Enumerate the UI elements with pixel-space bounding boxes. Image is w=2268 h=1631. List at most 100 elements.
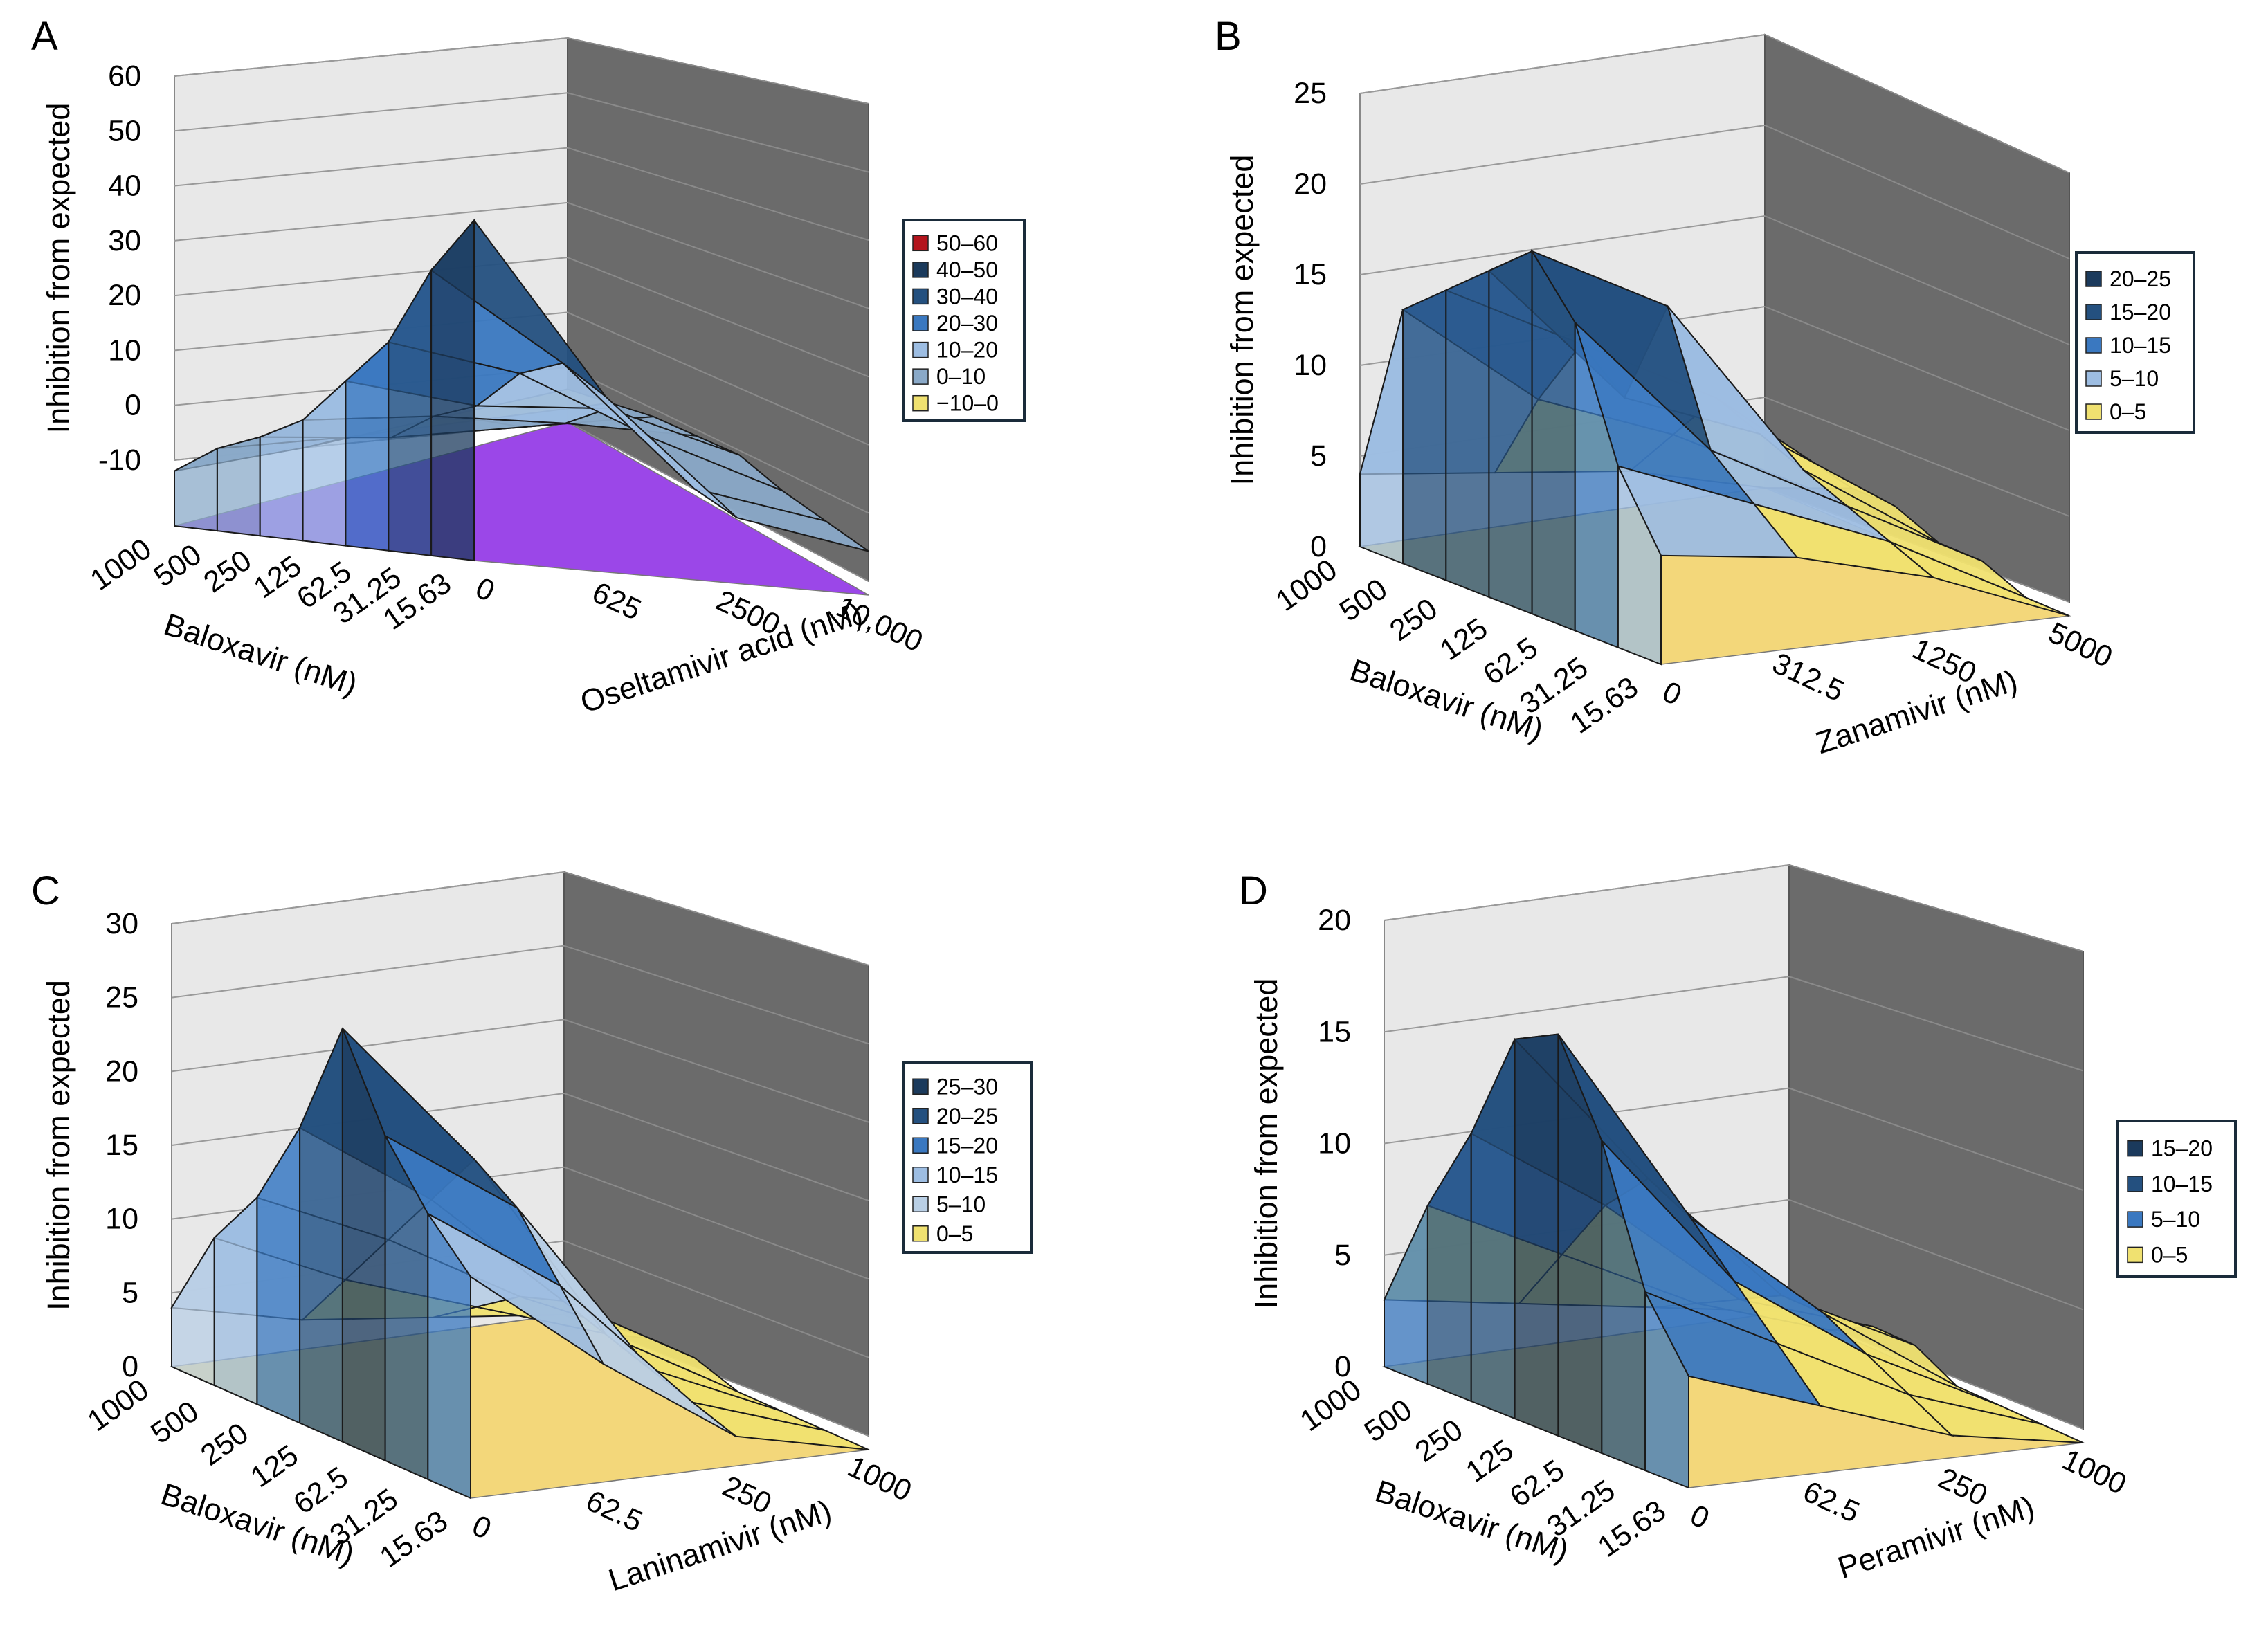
z-tick-label: 1000 (842, 1450, 916, 1508)
gridline (1788, 976, 2084, 1072)
y-axis-title: Inhibition from expected (41, 980, 76, 1311)
legend-label: 20–30 (936, 311, 998, 336)
gridline (171, 1019, 565, 1073)
legend-swatch (912, 1108, 929, 1124)
gridline (1764, 306, 2070, 431)
y-tick-label: 10 (105, 1203, 138, 1236)
y-tick-label: 40 (108, 170, 141, 203)
legend-label: 40–50 (936, 257, 998, 282)
legend-label: 20–25 (936, 1104, 998, 1129)
surface-front-facet (259, 419, 304, 542)
panel-letter: B (1215, 14, 1242, 59)
legend-swatch (2127, 1140, 2143, 1157)
y-tick-label: 10 (1318, 1127, 1351, 1160)
gridline (1788, 1199, 2084, 1311)
x-tick-label: 250 (194, 1416, 254, 1472)
gridline (1359, 215, 1766, 275)
panel-letter: D (1239, 868, 1268, 913)
x-tick-label: 125 (244, 1439, 304, 1494)
surface-front-facet (1617, 466, 1662, 666)
gridline (174, 37, 568, 77)
y-tick-label: 5 (1334, 1239, 1351, 1272)
legend-swatch (2085, 370, 2102, 387)
gridline (563, 1019, 869, 1123)
y-tick-label: 15 (1294, 258, 1327, 291)
legend-label: 30–40 (936, 284, 998, 309)
surface-front-facet (1445, 269, 1490, 599)
z-tick-label: 5000 (2043, 616, 2117, 674)
y-tick-label: 10 (108, 334, 141, 367)
panel-a: A-100102030405060100050025012562.531.251… (31, 14, 1026, 720)
legend-label: 20–25 (2110, 266, 2171, 291)
legend-swatch (2085, 403, 2102, 420)
legend-label: 10–15 (2151, 1172, 2213, 1196)
legend-label: 0–5 (2110, 399, 2146, 424)
legend-label: 15–20 (2151, 1136, 2213, 1161)
legend-swatch (2085, 271, 2102, 287)
y-axis-title: Inhibition from expected (1224, 155, 1260, 486)
gridline (174, 147, 568, 187)
legend-label: 10–20 (936, 338, 998, 363)
legend-label: −10–0 (936, 391, 999, 416)
z-axis-title: Peramivir (nM) (1833, 1488, 2038, 1585)
gridline (1764, 397, 2070, 517)
z-tick-label: 62.5 (1798, 1475, 1865, 1529)
y-tick-label: 15 (1318, 1015, 1351, 1048)
gridline (174, 92, 568, 132)
legend-label: 5–10 (2110, 366, 2159, 391)
y-tick-label: 60 (108, 60, 141, 93)
z-tick-label: 312.5 (1768, 646, 1849, 708)
legend-swatch (912, 288, 929, 305)
gridline (1384, 864, 1790, 921)
gridline (567, 201, 869, 309)
surface-front-facet (1488, 250, 1533, 615)
legend-label: 15–20 (936, 1133, 998, 1158)
z-tick-label: 0 (1658, 675, 1687, 713)
gridline (563, 1093, 869, 1201)
surface-front-facet (430, 218, 475, 562)
gridline (567, 147, 869, 242)
y-tick-label: 30 (105, 907, 138, 940)
legend-label: 0–5 (936, 1221, 973, 1246)
x-tick-label: 250 (1409, 1413, 1469, 1468)
y-tick-label: 0 (122, 1350, 138, 1383)
legend-swatch (2127, 1246, 2143, 1264)
gridline (1764, 34, 2070, 174)
y-tick-label: 20 (1294, 167, 1327, 201)
legend-swatch (2085, 337, 2102, 354)
legend-swatch (912, 262, 929, 278)
y-tick-label: 20 (108, 279, 141, 312)
legend-swatch (2085, 304, 2102, 320)
legend-swatch (912, 1167, 929, 1183)
panel-letter: A (31, 14, 58, 59)
x-tick-label: 500 (148, 538, 208, 593)
y-tick-label: 10 (1294, 349, 1327, 382)
z-tick-label: 1000 (2057, 1443, 2131, 1501)
surface-front-facet (216, 436, 261, 537)
x-tick-label: 1000 (82, 1373, 155, 1438)
legend-label: 50–60 (936, 230, 998, 255)
gridline (563, 871, 869, 966)
z-tick-label: 625 (587, 576, 646, 627)
y-tick-label: 5 (1310, 439, 1327, 473)
surface-front-facet (427, 1211, 471, 1500)
gridline (1359, 125, 1766, 185)
gridline (1384, 976, 1790, 1033)
x-tick-label: 500 (1359, 1393, 1418, 1448)
legend-swatch (912, 235, 929, 252)
gridline (1359, 34, 1766, 94)
gridline (563, 1240, 869, 1358)
y-tick-label: -10 (98, 444, 141, 477)
y-tick-label: 20 (105, 1055, 138, 1088)
legend-swatch (912, 394, 929, 412)
x-tick-label: 1000 (1270, 553, 1343, 618)
x-axis-title: Baloxavir (nM) (160, 606, 362, 702)
y-axis-title: Inhibition from expected (41, 103, 76, 434)
panel-letter: C (31, 868, 60, 913)
y-tick-label: 5 (122, 1276, 138, 1309)
x-tick-label: 1000 (1294, 1373, 1368, 1438)
y-tick-label: 15 (105, 1129, 138, 1162)
surface-front-facet (174, 447, 218, 532)
